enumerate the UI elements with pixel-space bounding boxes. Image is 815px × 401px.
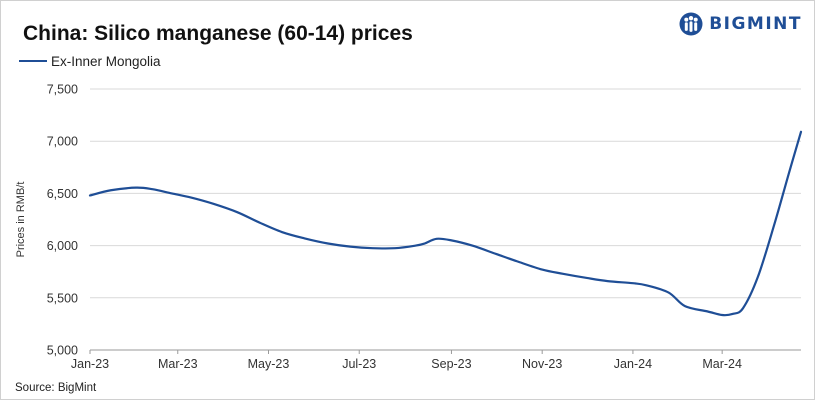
series-line-ex-inner-mongolia [88,130,803,317]
y-tick-label: 6,000 [47,239,78,253]
chart-title: China: Silico manganese (60-14) prices [23,22,413,45]
y-tick-label: 7,500 [47,83,78,97]
y-tick-label: 6,500 [47,187,78,201]
x-tick-label: Mar-24 [702,357,742,371]
legend-label: Ex-Inner Mongolia [51,53,161,69]
x-tick-label: Nov-23 [522,357,562,371]
y-tick-label: 5,000 [47,344,78,358]
y-axis-title: Prices in RMB/t [15,182,27,258]
x-tick-label: Jan-24 [614,357,652,371]
y-tick-label: 5,500 [47,291,78,305]
x-tick-label: Jul-23 [342,357,376,371]
legend: Ex-Inner Mongolia [19,51,161,71]
x-tick-label: Mar-23 [158,357,198,371]
y-tick-label: 7,000 [47,135,78,149]
x-tick-label: May-23 [248,357,290,371]
source-note: Source: BigMint [15,382,97,394]
logo-text: BIGMINT [709,14,802,34]
x-tick-label: Jan-23 [71,357,109,371]
bigmint-people-icon [679,12,703,36]
x-tick-label: Sep-23 [431,357,471,371]
logo: BIGMINT [679,10,802,38]
legend-swatch [19,60,47,62]
